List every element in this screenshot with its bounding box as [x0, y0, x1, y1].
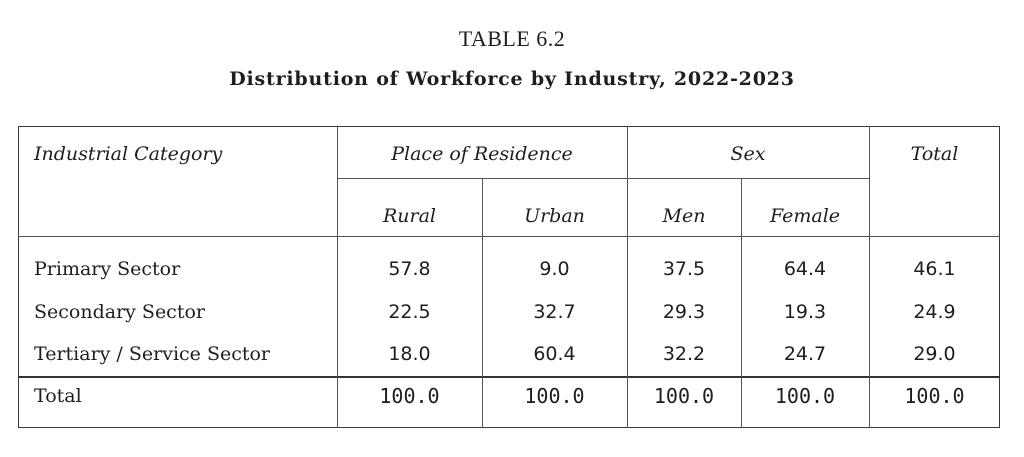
category-divider	[337, 126, 338, 428]
row-secondary-label: Secondary Sector	[34, 301, 205, 323]
header-men: Men	[662, 205, 706, 227]
row-secondary-men: 29.3	[662, 301, 706, 323]
row-primary-total: 46.1	[913, 258, 956, 280]
header-sex: Sex	[730, 143, 766, 165]
row-tertiary-urban: 60.4	[533, 343, 576, 365]
row-tertiary-female: 24.7	[783, 343, 827, 365]
header-rural: Rural	[382, 205, 437, 227]
total-row-total: 100.0	[904, 384, 965, 408]
rural-urban-divider	[482, 178, 483, 428]
row-tertiary-label: Tertiary / Service Sector	[34, 343, 270, 365]
residence-sex-divider	[627, 126, 628, 428]
row-tertiary-men: 32.2	[662, 343, 706, 365]
row-tertiary-rural: 18.0	[388, 343, 431, 365]
row-secondary-rural: 22.5	[388, 301, 431, 323]
header-place-of-residence: Place of Residence	[391, 143, 573, 165]
table-number: TABLE 6.2	[458, 26, 566, 51]
row-secondary-urban: 32.7	[533, 301, 576, 323]
header-total: Total	[910, 143, 959, 165]
total-row-men: 100.0	[653, 384, 715, 408]
total-row-label: Total	[34, 385, 82, 407]
group-header-rule	[337, 178, 869, 179]
header-urban: Urban	[524, 205, 585, 227]
row-primary-men: 37.5	[662, 258, 706, 280]
men-female-divider	[741, 178, 742, 428]
row-primary-urban: 9.0	[539, 258, 570, 280]
total-top-rule	[18, 376, 1000, 378]
total-row-urban: 100.0	[524, 384, 585, 408]
header-bottom-rule	[18, 236, 1000, 237]
row-primary-label: Primary Sector	[34, 258, 181, 280]
row-primary-rural: 57.8	[388, 258, 431, 280]
total-row-rural: 100.0	[379, 384, 440, 408]
table-title: Distribution of Workforce by Industry, 2…	[229, 68, 795, 90]
header-industrial-category: Industrial Category	[34, 143, 223, 165]
sex-total-divider	[869, 126, 870, 428]
row-primary-female: 64.4	[783, 258, 827, 280]
workforce-table	[18, 126, 1000, 428]
row-secondary-total: 24.9	[913, 301, 956, 323]
header-female: Female	[769, 205, 841, 227]
total-row-female: 100.0	[774, 384, 836, 408]
row-tertiary-total: 29.0	[913, 343, 956, 365]
row-secondary-female: 19.3	[783, 301, 827, 323]
